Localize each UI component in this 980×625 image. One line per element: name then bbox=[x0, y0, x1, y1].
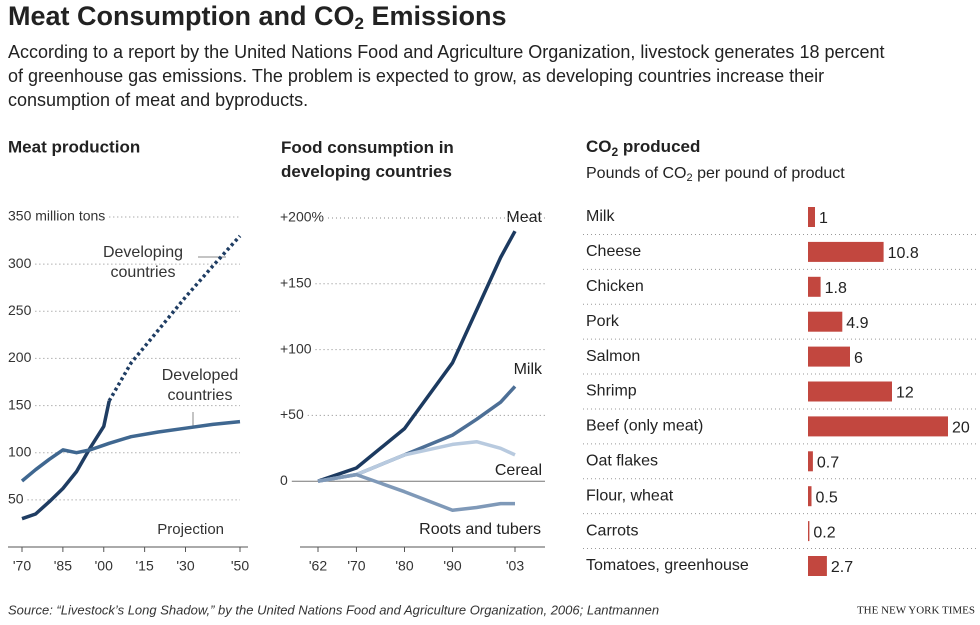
series-label: Roots and tubers bbox=[419, 521, 541, 538]
value-label: 0.5 bbox=[816, 489, 838, 506]
y-tick-label: 300 bbox=[8, 255, 32, 271]
bar bbox=[808, 381, 892, 402]
title-part: CO bbox=[586, 137, 612, 156]
category-label: Shrimp bbox=[586, 383, 637, 400]
value-label: 1.8 bbox=[825, 280, 847, 297]
subtitle-subscript: 2 bbox=[687, 172, 693, 184]
credit: THE NEW YORK TIMES bbox=[857, 605, 975, 617]
projection-line bbox=[107, 234, 242, 402]
value-label: 2.7 bbox=[831, 559, 853, 576]
y-tick-label: 150 bbox=[8, 396, 32, 412]
x-tick-label: '80 bbox=[395, 558, 413, 574]
bar bbox=[808, 276, 821, 297]
bar bbox=[808, 311, 843, 332]
x-tick-label: '70 bbox=[13, 558, 31, 574]
y-tick-label: +150 bbox=[280, 275, 312, 291]
category-label: Pork bbox=[586, 313, 620, 330]
category-label: Flour, wheat bbox=[586, 487, 674, 504]
y-tick-label: 250 bbox=[8, 302, 32, 318]
bar bbox=[808, 416, 948, 437]
title-subscript: 2 bbox=[612, 145, 619, 159]
bar bbox=[808, 207, 815, 227]
x-tick-label: '30 bbox=[176, 558, 194, 574]
x-tick-label: '90 bbox=[443, 558, 461, 574]
value-label: 6 bbox=[854, 350, 863, 367]
series-line bbox=[317, 230, 517, 483]
x-tick-label: '03 bbox=[506, 558, 524, 574]
source: Source: “Livestock’s Long Shadow,” by th… bbox=[8, 602, 659, 617]
y-tick-label: +200% bbox=[280, 209, 324, 225]
y-tick-label: 200 bbox=[8, 349, 32, 365]
y-tick-label: 100 bbox=[8, 443, 32, 459]
category-label: Carrots bbox=[586, 522, 638, 539]
x-tick-label: '62 bbox=[309, 558, 327, 574]
y-tick-label: 50 bbox=[8, 491, 24, 507]
x-tick-label: '85 bbox=[54, 558, 72, 574]
chart-title: Meat production bbox=[8, 137, 140, 156]
subtitle-part: per pound of product bbox=[693, 165, 846, 182]
annotation: Projection bbox=[157, 521, 224, 538]
value-label: 0.2 bbox=[813, 524, 835, 541]
series-line bbox=[317, 385, 517, 483]
x-tick-label: '70 bbox=[347, 558, 365, 574]
y-tick-label: +100 bbox=[280, 340, 312, 356]
series-label: Milk bbox=[514, 361, 543, 378]
value-label: 0.7 bbox=[817, 455, 839, 472]
page-title: Meat Consumption and CO2 Emissions bbox=[8, 1, 507, 33]
bar bbox=[808, 346, 850, 367]
x-tick-label: '15 bbox=[136, 558, 154, 574]
series-label: Developing countries bbox=[102, 244, 184, 281]
x-tick-label: '00 bbox=[95, 558, 113, 574]
series-label: Cereal bbox=[495, 462, 542, 479]
value-label: 10.8 bbox=[888, 245, 919, 262]
category-label: Oat flakes bbox=[586, 453, 658, 470]
category-label: Tomatoes, greenhouse bbox=[586, 557, 749, 574]
value-label: 1 bbox=[819, 210, 828, 227]
category-label: Beef (only meat) bbox=[586, 418, 703, 435]
category-label: Milk bbox=[586, 208, 615, 225]
category-label: Salmon bbox=[586, 348, 640, 365]
value-label: 20 bbox=[952, 420, 970, 437]
bar bbox=[808, 556, 827, 576]
series-line bbox=[21, 400, 111, 521]
value-label: 12 bbox=[896, 385, 914, 402]
category-label: Cheese bbox=[586, 243, 641, 260]
bar bbox=[808, 451, 813, 472]
description: According to a report by the United Nati… bbox=[8, 42, 885, 110]
y-tick-label: 0 bbox=[280, 472, 288, 488]
title-part: produced bbox=[618, 137, 700, 156]
bar bbox=[808, 241, 884, 262]
x-tick-label: '50 bbox=[231, 558, 249, 574]
title-subscript: 2 bbox=[355, 14, 364, 33]
series-line bbox=[317, 472, 515, 512]
series-label: Developed countries bbox=[161, 367, 239, 404]
chart-title: Food consumption in developing countries bbox=[281, 138, 454, 181]
bar bbox=[808, 486, 812, 507]
chart-subtitle: Pounds of CO2 per pound of product bbox=[586, 165, 845, 184]
y-tick-label: 350 million tons bbox=[8, 208, 105, 224]
category-label: Chicken bbox=[586, 278, 644, 295]
subtitle-part: Pounds of CO bbox=[586, 165, 687, 182]
value-label: 4.9 bbox=[846, 315, 868, 332]
y-tick-label: +50 bbox=[280, 406, 304, 422]
chart-title: CO2 produced bbox=[586, 137, 700, 159]
bar bbox=[808, 521, 810, 542]
title-part: Meat Consumption and CO bbox=[8, 1, 355, 31]
series-line bbox=[20, 419, 241, 483]
title-part: Emissions bbox=[364, 1, 507, 31]
